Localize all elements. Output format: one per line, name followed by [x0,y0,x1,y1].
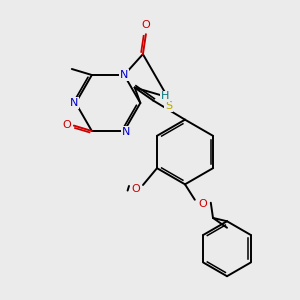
Text: H: H [161,92,169,101]
Text: O: O [62,120,71,130]
Text: O: O [198,199,207,209]
Text: O: O [132,184,140,194]
Text: N: N [120,70,128,80]
Text: N: N [122,127,130,137]
Text: O: O [142,20,150,30]
Text: S: S [165,101,172,111]
Text: N: N [70,98,78,108]
